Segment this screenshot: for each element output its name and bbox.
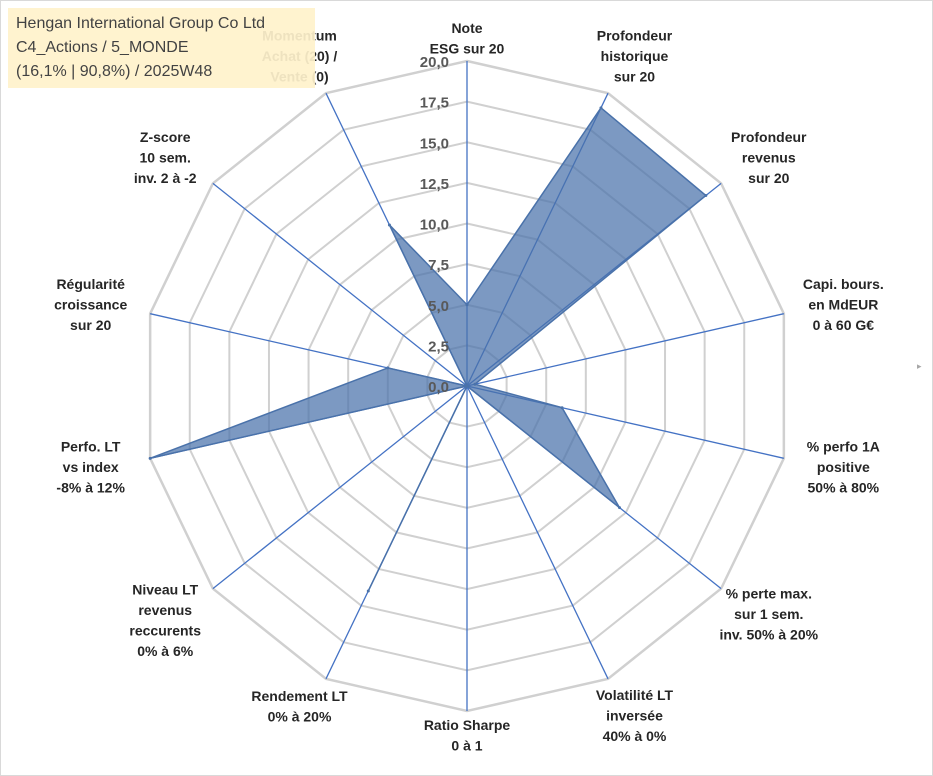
- tick-label: 7,5: [428, 257, 449, 274]
- data-point: [704, 194, 708, 198]
- axis-spoke: [212, 182, 468, 387]
- axis-label: Profondeur historique sur 20: [597, 28, 673, 85]
- data-point: [387, 223, 391, 227]
- data-point: [617, 506, 621, 510]
- period-label: (16,1% | 90,8%) / 2025W48: [16, 63, 213, 80]
- data-point: [599, 106, 603, 110]
- axis-spoke: [466, 313, 784, 387]
- axis-label: Profondeur revenus sur 20: [731, 129, 807, 186]
- axis-label: Ratio Sharpe 0 à 1: [424, 717, 511, 754]
- axis-label: Volatilité LT inversée 40% à 0%: [596, 687, 674, 744]
- axis-label: Perfo. LT vs index -8% à 12%: [56, 439, 125, 496]
- axis-label: Niveau LT revenus reccurents 0% à 6%: [129, 581, 201, 659]
- series-area: [149, 106, 708, 592]
- tick-label: 12,5: [420, 176, 449, 193]
- category-label: C4_Actions / 5_MONDE: [16, 39, 189, 56]
- tick-label: 15,0: [420, 135, 449, 152]
- axis-label: Régularité croissance sur 20: [54, 276, 127, 333]
- data-point: [465, 303, 469, 307]
- tick-label: 10,0: [420, 217, 449, 234]
- axis-label: Z-score 10 sem. inv. 2 à -2: [134, 129, 197, 186]
- scroll-arrow-icon: ▸: [917, 362, 922, 372]
- axis-label: Capi. bours. en MdEUR 0 à 60 G€: [803, 276, 884, 333]
- data-point: [366, 589, 370, 593]
- data-point: [148, 456, 152, 460]
- axis-label: % perte max. sur 1 sem. inv. 50% à 20%: [719, 585, 818, 642]
- tick-label: 2,5: [428, 338, 449, 355]
- tick-label: 0,0: [428, 379, 449, 396]
- data-point: [386, 366, 390, 370]
- axis-label: Rendement LT 0% à 20%: [251, 688, 348, 725]
- data-point: [465, 384, 469, 388]
- data-point: [473, 382, 477, 386]
- axis-spoke: [466, 385, 609, 680]
- company-name: Hengan International Group Co Ltd: [16, 15, 266, 32]
- tick-label: 5,0: [428, 298, 449, 315]
- data-point: [560, 406, 564, 410]
- tick-label: 20,0: [420, 54, 449, 71]
- axis-spoke: [212, 385, 468, 590]
- axis-label: Note ESG sur 20: [430, 20, 505, 57]
- axis-label: % perfo 1A positive 50% à 80%: [807, 439, 880, 496]
- tick-label: 17,5: [420, 95, 449, 112]
- info-box: Hengan International Group Co Ltd C4_Act…: [8, 8, 315, 88]
